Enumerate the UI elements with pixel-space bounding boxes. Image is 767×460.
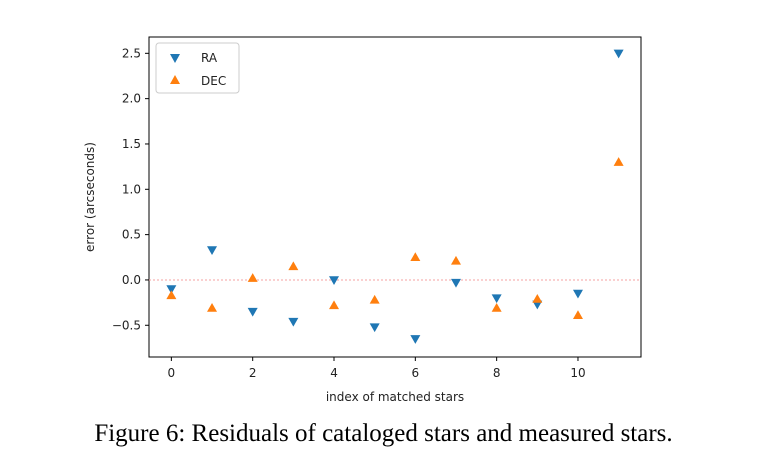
point-dec	[532, 293, 543, 303]
x-tick-label: 6	[412, 366, 420, 380]
figure-caption: Figure 6: Residuals of cataloged stars a…	[94, 420, 673, 447]
legend: RA DEC	[155, 42, 240, 94]
point-dec	[288, 261, 299, 271]
y-tick-label: 0.0	[122, 273, 141, 287]
point-dec	[613, 157, 624, 166]
point-dec	[491, 303, 502, 312]
point-ra	[572, 289, 583, 299]
scatter-chart: 0 2 4 6 8 10 −0.5 0.0 0.5 1.0 1.5 2.0 2.5 index of …	[83, 36, 642, 404]
x-tick-label: 10	[570, 366, 585, 380]
x-tick-label: 2	[249, 366, 257, 380]
point-dec	[369, 294, 380, 304]
point-dec	[410, 252, 421, 262]
point-ra	[329, 276, 340, 285]
legend-dec-marker	[170, 75, 180, 84]
point-ra	[369, 323, 380, 333]
point-ra	[410, 335, 421, 344]
y-tick-label: −0.5	[112, 318, 141, 332]
point-ra	[450, 278, 461, 288]
x-axis-label: index of matched stars	[326, 390, 464, 404]
legend-ra-label: RA	[201, 51, 218, 65]
y-tick-label: 1.0	[122, 182, 141, 196]
y-axis-label: error (arcseconds)	[83, 142, 97, 252]
legend-ra-marker	[170, 54, 180, 63]
series-dec	[166, 157, 624, 320]
point-ra	[288, 317, 299, 327]
y-tick-label: 1.5	[122, 137, 141, 151]
point-ra	[166, 285, 177, 295]
x-tick-label: 4	[330, 366, 338, 380]
series-ra	[166, 49, 624, 344]
y-tick-label: 0.5	[122, 228, 141, 242]
legend-box	[155, 42, 240, 94]
point-ra	[207, 246, 218, 256]
y-ticks: −0.5 0.0 0.5 1.0 1.5 2.0 2.5	[112, 46, 149, 332]
point-dec	[329, 300, 340, 310]
x-tick-label: 0	[168, 366, 176, 380]
point-dec	[572, 310, 583, 320]
point-dec	[450, 255, 461, 265]
point-ra	[613, 49, 624, 59]
point-dec	[207, 303, 218, 312]
x-tick-label: 8	[493, 366, 501, 380]
y-tick-label: 2.5	[122, 46, 141, 60]
point-dec	[247, 273, 258, 282]
point-dec	[166, 290, 177, 300]
point-ra	[491, 294, 502, 304]
x-ticks: 0 2 4 6 8 10	[168, 357, 586, 380]
legend-dec-label: DEC	[201, 74, 226, 88]
y-tick-label: 2.0	[122, 92, 141, 106]
point-ra	[532, 300, 543, 310]
point-ra	[247, 307, 258, 317]
